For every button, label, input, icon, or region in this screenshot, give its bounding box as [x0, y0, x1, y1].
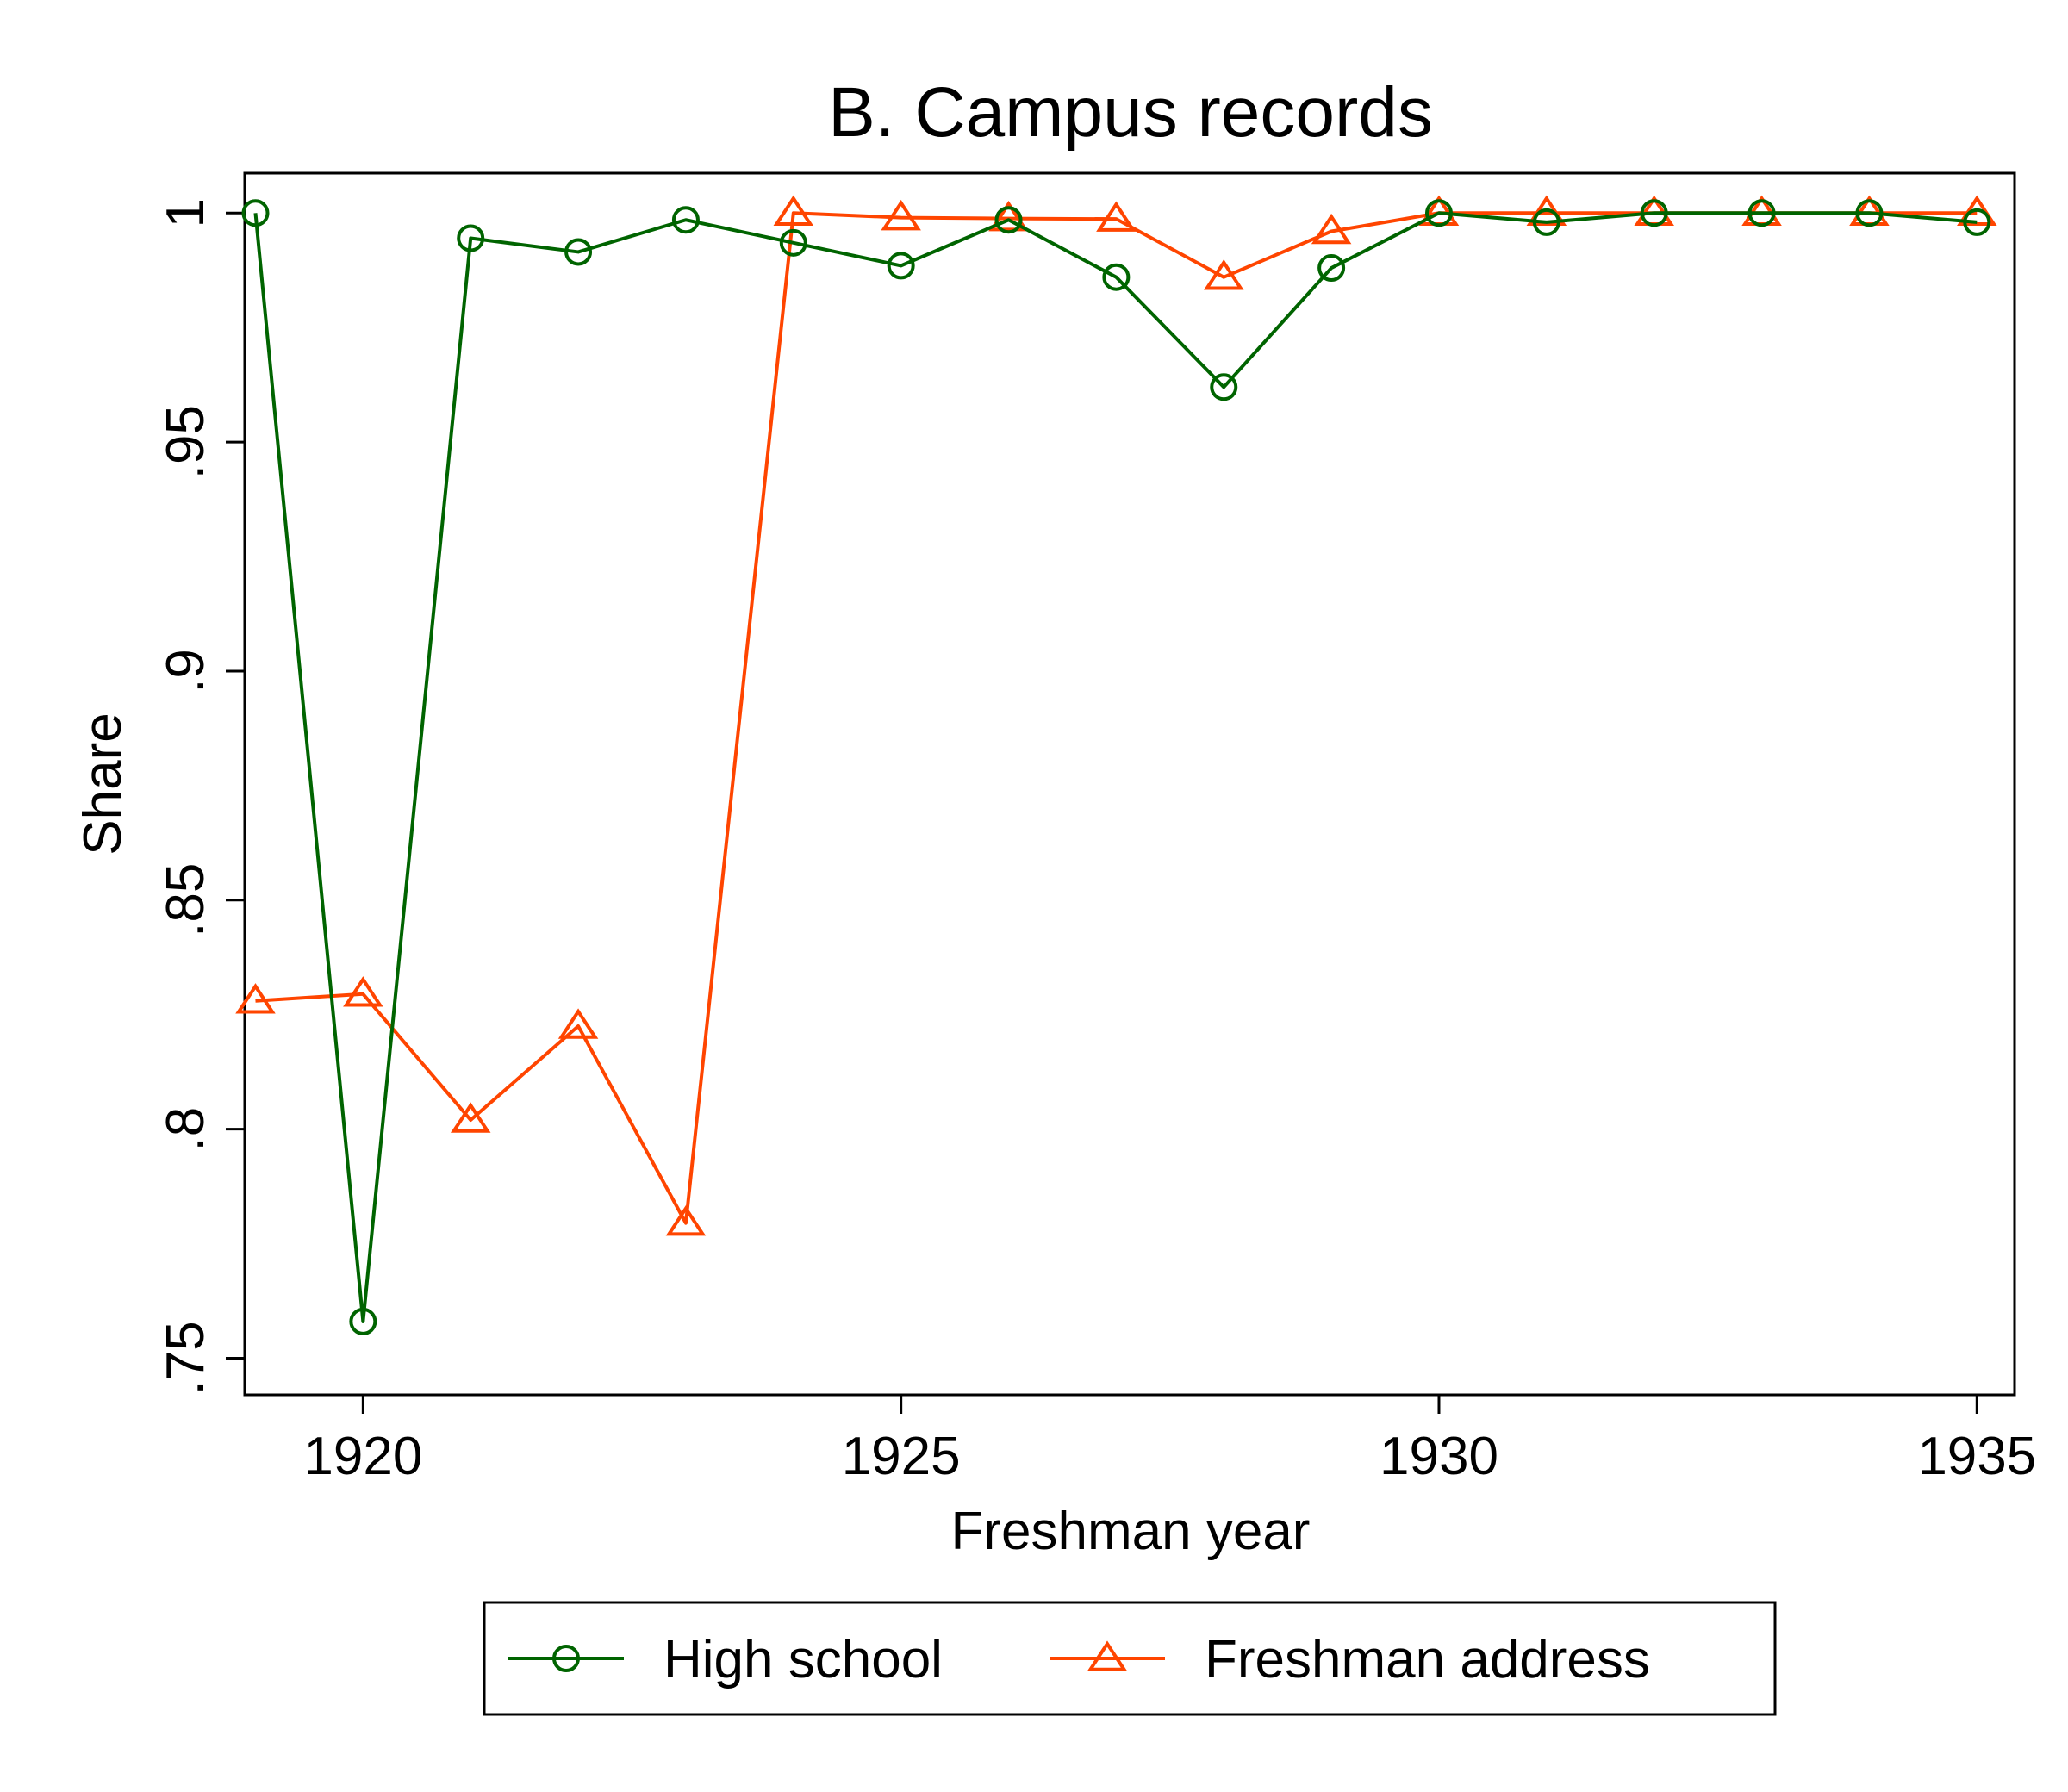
- data-point-high-school: [1532, 208, 1560, 236]
- x-tick-label: 1925: [842, 1427, 961, 1486]
- data-point-high-school: [994, 206, 1023, 234]
- data-point-freshman-address: [1526, 195, 1567, 227]
- x-axis-title: Freshman year: [951, 1502, 1311, 1561]
- data-point-high-school: [1640, 199, 1668, 227]
- data-point-freshman-address: [343, 976, 383, 1007]
- legend-item-freshman-address: Freshman address: [1050, 1630, 1650, 1689]
- legend-swatch-marker: [552, 1645, 580, 1672]
- y-tick-label: .8: [156, 1107, 215, 1152]
- data-point-high-school: [1424, 199, 1453, 227]
- data-point-freshman-address: [557, 1008, 599, 1039]
- data-point-freshman-address: [665, 1204, 707, 1236]
- y-axis: .75 .8 .85 .9 .95 1: [156, 198, 245, 1396]
- legend-items: High school Freshman address: [508, 1630, 1650, 1689]
- plot-area: [243, 171, 2016, 1397]
- data-point-high-school: [1963, 208, 1991, 236]
- series-freshman-address: [235, 195, 1997, 1236]
- data-point-high-school: [457, 224, 485, 252]
- series-high-school: [241, 199, 1991, 1335]
- data-point-high-school: [671, 206, 700, 234]
- series-line-high-school: [253, 211, 1978, 1323]
- y-tick-label: .75: [156, 1321, 215, 1395]
- data-point-freshman-address: [1096, 201, 1137, 232]
- x-axis: 1920 1925 1930 1935: [303, 1395, 2036, 1486]
- x-tick-label: 1930: [1380, 1427, 1498, 1486]
- data-point-high-school: [241, 199, 270, 227]
- data-point-high-school: [349, 1307, 377, 1335]
- y-tick-label: .9: [156, 649, 215, 694]
- data-point-freshman-address: [773, 195, 814, 227]
- data-point-high-school: [1317, 254, 1346, 283]
- data-point-freshman-address: [1311, 213, 1352, 245]
- legend-item-high-school: High school: [508, 1630, 943, 1689]
- legend: High school Freshman address: [483, 1601, 1777, 1716]
- data-point-freshman-address: [450, 1102, 491, 1133]
- x-tick-label: 1920: [303, 1427, 422, 1486]
- chart-title: B. Campus records: [828, 73, 1433, 152]
- legend-label: Freshman address: [1205, 1630, 1650, 1689]
- data-point-freshman-address: [988, 200, 1029, 232]
- data-point-high-school: [1855, 199, 1884, 227]
- data-point-high-school: [1102, 263, 1131, 291]
- data-point-high-school: [779, 228, 807, 257]
- data-point-freshman-address: [1957, 195, 1997, 227]
- y-tick-label: .85: [156, 863, 215, 937]
- y-axis-title: Share: [73, 712, 133, 855]
- data-point-high-school: [887, 252, 915, 280]
- data-point-high-school: [564, 238, 593, 266]
- x-tick-label: 1935: [1917, 1427, 2036, 1486]
- y-tick-label: 1: [156, 198, 215, 227]
- data-point-freshman-address: [1203, 259, 1244, 290]
- data-point-freshman-address: [235, 983, 276, 1014]
- legend-label: High school: [663, 1630, 943, 1689]
- series-layer: [235, 195, 1997, 1335]
- series-line-freshman-address: [255, 211, 1978, 1225]
- data-point-high-school: [1210, 373, 1238, 401]
- y-tick-label: .95: [156, 405, 215, 479]
- data-point-freshman-address: [881, 199, 921, 231]
- data-point-high-school: [1747, 199, 1776, 227]
- legend-swatch-marker: [1087, 1640, 1128, 1671]
